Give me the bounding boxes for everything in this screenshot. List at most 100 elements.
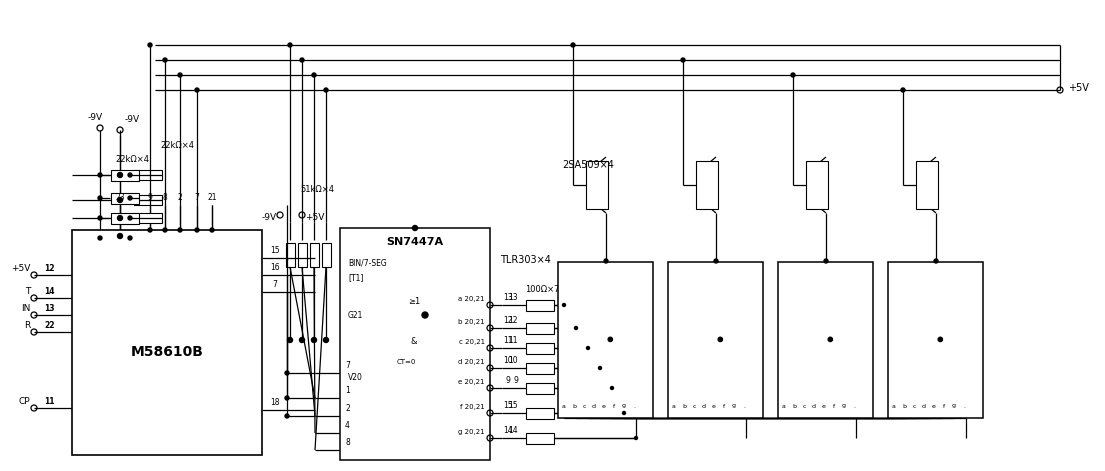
Text: 2: 2 [178, 193, 182, 202]
Text: 9: 9 [148, 193, 152, 202]
Bar [588, 330, 590, 339]
Circle shape [714, 259, 718, 263]
Bar [590, 319, 606, 321]
Circle shape [312, 338, 316, 342]
Text: 12: 12 [44, 264, 54, 273]
Text: 14: 14 [44, 287, 54, 296]
Circle shape [934, 259, 938, 263]
Circle shape [299, 58, 304, 62]
Text: b: b [572, 404, 576, 408]
Circle shape [412, 226, 418, 230]
Text: CT=0: CT=0 [397, 359, 417, 365]
Bar [716, 330, 718, 339]
Text: -9V: -9V [262, 213, 277, 222]
Circle shape [287, 338, 293, 342]
Bar [285, 243, 295, 267]
Circle shape [288, 43, 292, 47]
Circle shape [164, 228, 167, 232]
Circle shape [178, 73, 182, 77]
Bar [808, 330, 811, 339]
Text: f: f [833, 404, 835, 408]
Text: 14: 14 [508, 426, 518, 435]
Text: .: . [853, 404, 855, 408]
Text: 2: 2 [345, 404, 350, 413]
Text: R: R [23, 321, 30, 330]
Text: f: f [613, 404, 615, 408]
Text: +5V: +5V [11, 264, 30, 273]
Text: 2SA509×4: 2SA509×4 [562, 160, 614, 170]
Text: e: e [932, 404, 936, 408]
Circle shape [164, 58, 167, 62]
Circle shape [324, 338, 328, 342]
Bar [134, 213, 162, 223]
Text: c 20,21: c 20,21 [459, 339, 485, 345]
Circle shape [128, 196, 131, 200]
Circle shape [622, 412, 625, 414]
Text: 21: 21 [208, 193, 217, 202]
Text: b 20,21: b 20,21 [459, 319, 485, 325]
Circle shape [828, 337, 832, 341]
Circle shape [148, 228, 152, 232]
Circle shape [718, 337, 723, 341]
Bar [72, 230, 262, 455]
Bar [696, 161, 718, 209]
Text: 12: 12 [503, 316, 513, 325]
Circle shape [571, 43, 575, 47]
Circle shape [148, 43, 152, 47]
Circle shape [194, 228, 199, 232]
Text: 9: 9 [506, 376, 511, 385]
Bar [590, 339, 606, 341]
Text: ≥1: ≥1 [408, 297, 420, 306]
Bar [394, 288, 433, 314]
Bar [110, 170, 139, 180]
Bar [916, 161, 938, 209]
Text: +5V: +5V [1069, 83, 1088, 93]
Bar [586, 161, 608, 209]
Bar [701, 339, 716, 341]
Bar [134, 170, 162, 180]
Bar [590, 329, 606, 331]
Circle shape [117, 197, 123, 203]
Text: 13: 13 [503, 293, 513, 302]
Circle shape [324, 88, 328, 92]
Bar [134, 195, 162, 205]
Text: 11: 11 [508, 336, 518, 345]
Text: CP: CP [19, 397, 30, 406]
Circle shape [299, 338, 305, 342]
Text: -9V: -9V [87, 114, 103, 122]
Bar [606, 320, 609, 329]
Text: 18: 18 [271, 398, 280, 407]
Bar [701, 319, 716, 321]
Text: 13: 13 [44, 304, 54, 313]
Bar [526, 407, 554, 419]
Bar [917, 320, 920, 329]
Circle shape [575, 326, 578, 330]
Text: d: d [922, 404, 926, 408]
Circle shape [599, 366, 601, 370]
Circle shape [98, 236, 102, 240]
Text: d: d [592, 404, 596, 408]
Bar [322, 243, 330, 267]
Text: g 20,21: g 20,21 [459, 429, 485, 435]
Bar [697, 330, 701, 339]
Bar [526, 432, 554, 444]
Circle shape [128, 173, 131, 177]
Bar [936, 320, 938, 329]
Text: BIN/7-SEG: BIN/7-SEG [348, 259, 387, 268]
Text: 7: 7 [273, 280, 277, 289]
Text: e: e [602, 404, 606, 408]
Text: +5V: +5V [305, 213, 325, 222]
Text: c: c [582, 404, 586, 408]
Text: .: . [962, 404, 965, 408]
Text: 11: 11 [503, 336, 513, 345]
Text: 22kΩ×4: 22kΩ×4 [115, 155, 149, 164]
Text: g: g [842, 404, 846, 408]
Circle shape [128, 216, 131, 220]
Bar [110, 193, 139, 203]
Text: e 20,21: e 20,21 [459, 379, 485, 385]
Bar [697, 320, 701, 329]
Text: 7: 7 [345, 361, 350, 370]
Text: IN: IN [21, 304, 30, 313]
Circle shape [634, 437, 638, 439]
Text: a: a [782, 404, 786, 408]
